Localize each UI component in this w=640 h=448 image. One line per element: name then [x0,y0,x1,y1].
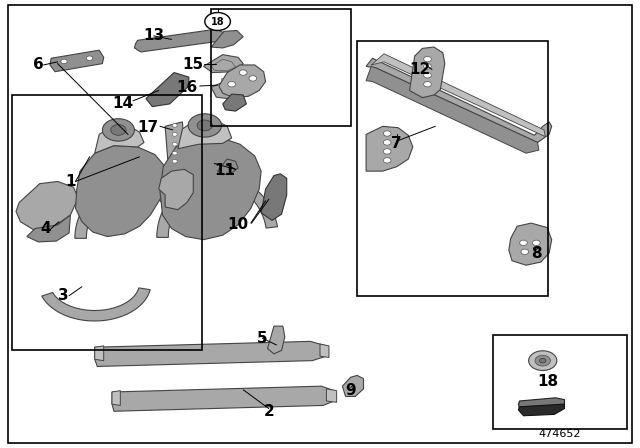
Circle shape [205,13,230,30]
Polygon shape [95,341,326,366]
Text: 474652: 474652 [539,429,581,439]
Circle shape [535,355,550,366]
Text: 16: 16 [176,80,197,95]
Polygon shape [42,288,150,321]
Bar [357,41,548,296]
Circle shape [172,124,177,127]
Text: 10: 10 [227,216,248,232]
Circle shape [424,64,431,69]
Circle shape [172,142,177,146]
Text: 18: 18 [211,17,225,26]
Circle shape [532,240,540,246]
Circle shape [383,131,391,136]
Text: 9: 9 [346,383,356,398]
Polygon shape [134,29,225,52]
Polygon shape [326,389,337,402]
Circle shape [424,82,431,87]
Polygon shape [261,174,287,220]
Polygon shape [178,119,232,149]
Circle shape [529,351,557,370]
Polygon shape [366,126,413,171]
Text: 8: 8 [531,246,542,261]
Text: 17: 17 [138,120,159,135]
Polygon shape [211,75,255,99]
Polygon shape [518,398,564,410]
Text: 15: 15 [182,57,204,73]
Polygon shape [218,159,238,175]
Circle shape [383,149,391,154]
Text: 6: 6 [33,57,44,73]
Circle shape [521,249,529,254]
Circle shape [172,133,177,136]
Polygon shape [16,181,78,231]
Text: 3: 3 [58,288,69,303]
Circle shape [61,59,67,64]
Circle shape [188,114,221,137]
Circle shape [228,82,236,87]
Text: 2: 2 [264,404,274,419]
Circle shape [249,76,257,81]
Circle shape [424,73,431,78]
Text: 5: 5 [257,331,268,346]
Polygon shape [95,125,144,153]
Circle shape [172,151,177,155]
Polygon shape [50,50,104,72]
Circle shape [111,125,126,135]
Polygon shape [146,73,189,107]
Circle shape [383,140,391,145]
Polygon shape [157,176,278,237]
Circle shape [102,119,134,141]
Text: 1: 1 [65,174,76,189]
Polygon shape [112,391,120,405]
Polygon shape [95,346,104,361]
Text: 18: 18 [537,374,559,389]
Polygon shape [165,122,186,167]
Circle shape [86,56,93,60]
Circle shape [172,159,177,163]
Polygon shape [159,169,193,210]
Polygon shape [268,326,285,354]
Polygon shape [371,54,545,137]
Polygon shape [342,375,364,396]
Polygon shape [211,30,243,48]
Circle shape [520,240,527,246]
Text: 12: 12 [409,62,430,77]
Bar [211,9,351,126]
Polygon shape [518,404,564,416]
Circle shape [239,70,247,75]
Bar [12,95,202,350]
Circle shape [383,158,391,163]
Text: 13: 13 [143,28,164,43]
Text: 7: 7 [392,136,402,151]
Circle shape [197,120,212,131]
Bar [493,335,627,429]
Text: 4: 4 [40,221,51,236]
Polygon shape [410,47,445,98]
Polygon shape [366,66,539,153]
Polygon shape [221,83,230,89]
Polygon shape [509,223,552,265]
Circle shape [424,56,431,62]
Polygon shape [160,137,261,240]
Polygon shape [320,344,329,358]
Polygon shape [75,181,186,238]
Text: 11: 11 [214,163,236,178]
Text: 14: 14 [112,95,133,111]
Polygon shape [219,65,266,98]
Polygon shape [76,146,166,237]
Polygon shape [366,58,552,142]
Polygon shape [27,215,70,242]
Polygon shape [112,386,334,411]
Polygon shape [223,94,246,111]
Polygon shape [204,55,243,73]
Circle shape [540,358,546,363]
Polygon shape [221,78,230,84]
